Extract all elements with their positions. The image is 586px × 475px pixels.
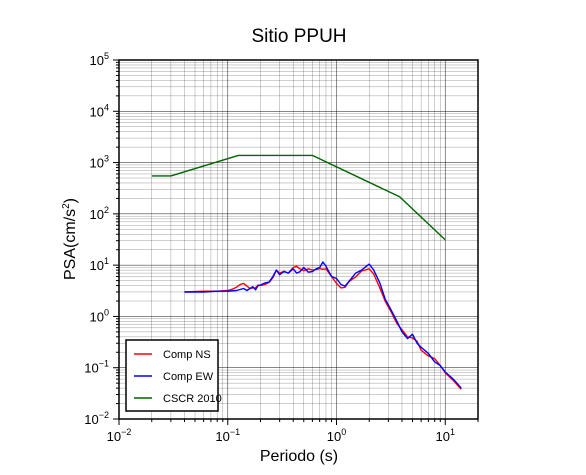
plot-frame	[118, 59, 479, 420]
y-axis-label: PSA(cm/s2)	[61, 198, 79, 280]
y-tick-label: 10−1	[84, 359, 109, 376]
series-line-comp-ew	[184, 261, 462, 389]
y-tick-label: 100	[90, 307, 109, 324]
y-tick-label: 102	[90, 205, 109, 222]
legend: Comp NS Comp EW CSCR 2010	[125, 339, 222, 412]
y-axis-label-sup: 2	[61, 203, 72, 209]
legend-label-comp-ew: Comp EW	[163, 371, 214, 383]
x-axis-label: Periodo (s)	[260, 448, 338, 465]
grid	[118, 59, 479, 420]
x-tick-label: 100	[327, 427, 346, 444]
series-line-cscr-2010	[151, 154, 446, 241]
legend-label-cscr-2010: CSCR 2010	[163, 393, 222, 405]
legend-item-cscr-2010: CSCR 2010	[134, 393, 222, 405]
y-axis-label-main: PSA(cm/s	[62, 209, 79, 280]
y-tick-label: 10−2	[84, 410, 109, 427]
series-group	[151, 154, 462, 390]
y-axis-label-close: )	[62, 198, 79, 203]
x-tick-label: 10−2	[107, 427, 132, 444]
legend-label-comp-ns: Comp NS	[163, 349, 211, 361]
y-tick-label: 101	[90, 256, 109, 273]
y-tick-label: 103	[90, 154, 109, 171]
chart-title: Sitio PPUH	[251, 26, 346, 47]
y-tick-label: 105	[90, 51, 109, 68]
legend-item-comp-ns: Comp NS	[134, 349, 211, 361]
ticks: 10−2 10−1 100 101 10−2 10−1 100 101 102 103 104 105	[84, 51, 479, 444]
x-tick-label: 10−1	[215, 427, 240, 444]
x-tick-label: 101	[436, 427, 455, 444]
y-tick-label: 104	[90, 102, 109, 119]
legend-item-comp-ew: Comp EW	[134, 371, 214, 383]
